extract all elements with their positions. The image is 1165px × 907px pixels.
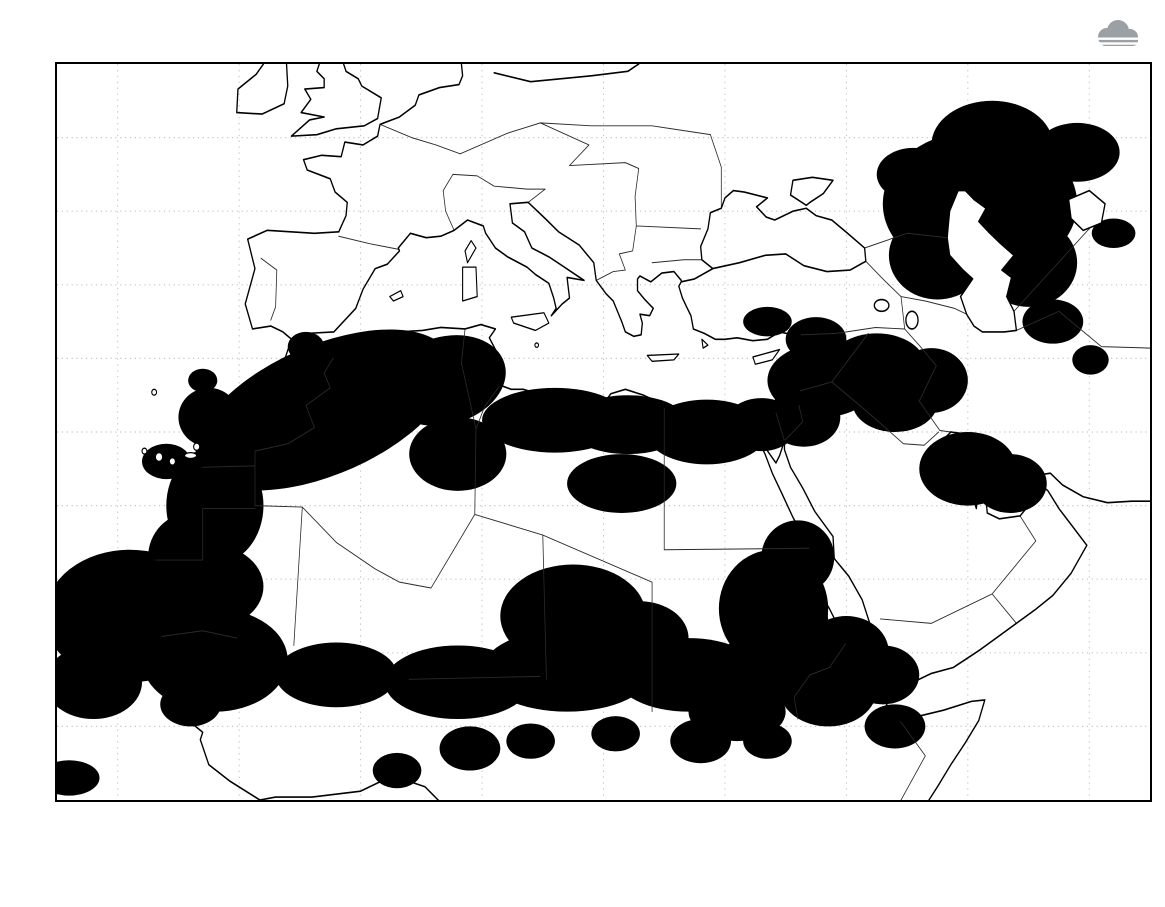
islands xyxy=(141,239,781,466)
lakes xyxy=(873,189,1106,333)
dust-region-level3 xyxy=(151,164,1055,690)
map-plot xyxy=(55,62,1152,802)
colorbar-canvas xyxy=(140,836,1060,902)
map-canvas xyxy=(57,64,1150,800)
colorbar-legend xyxy=(140,836,1060,902)
country-borders xyxy=(153,122,1150,800)
seevccc-logo xyxy=(1092,18,1151,54)
cloud-icon xyxy=(1092,18,1144,54)
coastlines xyxy=(148,64,1150,800)
dust-region-level4 xyxy=(252,205,1034,633)
